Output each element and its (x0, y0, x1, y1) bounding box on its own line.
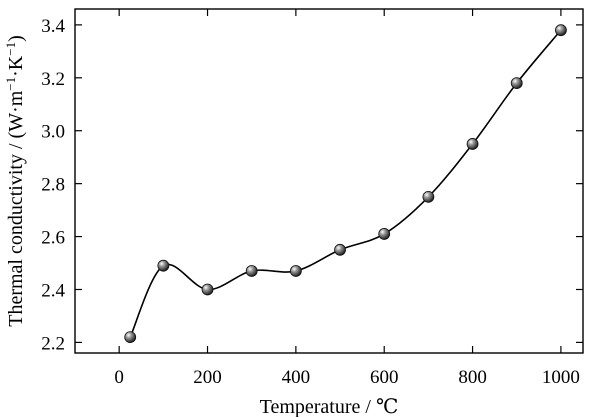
x-tick-label: 800 (458, 367, 487, 388)
data-point (510, 77, 523, 89)
y-axis-label: Thermal conductivity / (W·m−1·K−1) (3, 35, 27, 327)
data-point (466, 138, 479, 150)
y-tick-label: 3.4 (41, 16, 65, 37)
x-tick-label: 200 (193, 367, 222, 388)
plot-frame (74, 8, 584, 354)
data-point (378, 228, 391, 240)
y-tick-label: 2.6 (41, 228, 65, 249)
data-point (124, 331, 137, 344)
data-point (245, 265, 258, 277)
y-tick-label: 2.4 (41, 280, 65, 301)
axis-ticks (75, 9, 583, 353)
data-point (157, 259, 170, 272)
x-tick-label: 1000 (542, 367, 580, 388)
y-tick-label: 3.2 (41, 69, 65, 90)
data-point (289, 265, 302, 277)
data-point (555, 24, 567, 37)
data-point (334, 243, 346, 256)
x-tick-labels: 0 200 400 600 800 1000 (114, 367, 579, 388)
y-tick-labels: 2.2 2.4 2.6 2.8 3.0 3.2 3.4 (41, 16, 65, 355)
data-point (201, 283, 214, 296)
y-tick-label: 2.8 (41, 175, 65, 196)
y-tick-label: 2.2 (41, 333, 65, 354)
series-line (129, 29, 562, 338)
data-markers (124, 24, 567, 344)
y-tick-label: 3.0 (41, 122, 65, 143)
data-point (422, 190, 435, 203)
x-tick-label: 0 (114, 367, 124, 388)
x-tick-label: 400 (282, 367, 311, 388)
x-tick-label: 600 (370, 367, 399, 388)
x-axis-label: Temperature / ℃ (260, 396, 399, 417)
